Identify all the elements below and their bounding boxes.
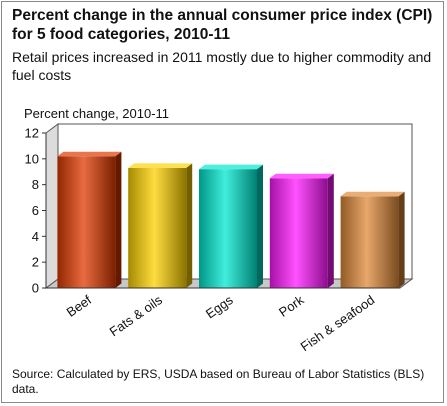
bar: [199, 169, 257, 288]
chart-source: Source: Calculated by ERS, USDA based on…: [12, 367, 425, 396]
y-tick-label: 8: [32, 177, 39, 192]
x-tick-label: Fish & seafood: [298, 292, 378, 354]
y-tick-label: 0: [32, 281, 39, 296]
y-axis-label: Percent change, 2010-11: [24, 106, 169, 121]
x-tick-label: Beef: [64, 292, 95, 320]
bar-side: [186, 163, 193, 288]
bar: [128, 167, 187, 288]
bar-side: [327, 173, 334, 288]
bar-side: [257, 164, 263, 288]
y-tick-label: 10: [25, 151, 39, 166]
bar-top: [128, 163, 193, 168]
bar-top: [269, 173, 334, 179]
x-tick-label: Eggs: [203, 292, 236, 322]
chart-subtitle: Retail prices increased in 2011 mostly d…: [12, 49, 432, 83]
bar: [269, 178, 328, 288]
y-tick-label: 2: [32, 255, 39, 270]
x-tick-label: Pork: [276, 292, 307, 320]
side-wall: [45, 123, 59, 289]
bar-top: [57, 151, 122, 157]
bar-side: [115, 151, 122, 288]
bar: [340, 196, 399, 288]
chart-title: Percent change in the annual consumer pr…: [12, 7, 433, 43]
bar-top: [340, 191, 405, 197]
y-tick-label: 4: [32, 229, 39, 244]
bar: [57, 156, 116, 288]
bar-top: [199, 164, 263, 170]
bar-side: [398, 191, 405, 288]
y-tick-label: 6: [32, 203, 39, 218]
x-tick-label: Fats & oils: [107, 292, 166, 339]
y-tick-label: 12: [25, 126, 39, 141]
